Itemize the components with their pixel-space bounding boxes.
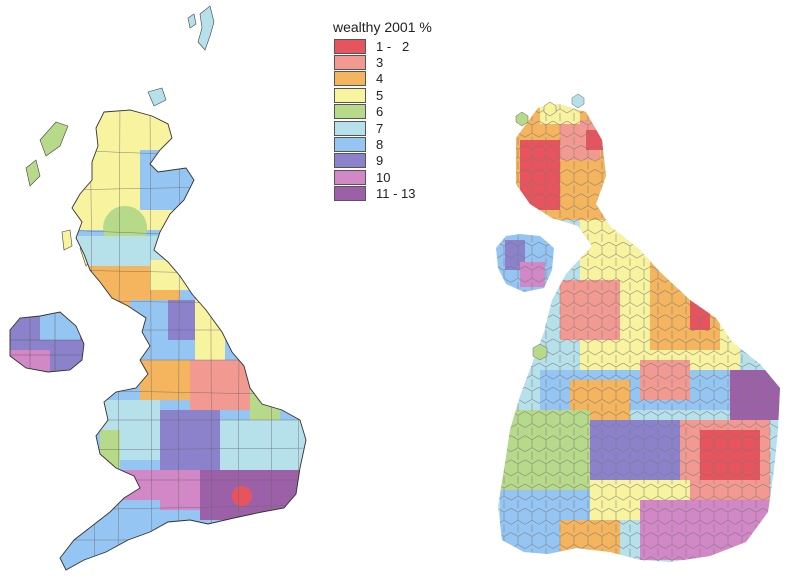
legend-item: 5 [333,87,493,103]
hexagon-cartogram [496,93,780,562]
northern-ireland [10,312,84,372]
legend-label: 4 [376,71,384,87]
legend-item: 10 [333,169,493,185]
legend-item: 1 - 2 [333,38,493,54]
island-group [25,5,215,267]
legend-label: 9 [376,153,384,169]
legend-label: 7 [376,120,384,136]
legend-swatch [334,38,366,54]
outlying-hexes [515,93,585,361]
hex-northern-ireland [496,234,554,292]
legend-item: 4 [333,71,493,87]
legend-swatch [334,55,366,71]
legend-label: 8 [376,137,384,153]
legend-label: 1 - 2 [376,38,410,54]
legend-swatch [334,87,366,103]
legend-item: 9 [333,153,493,169]
legend-swatch [334,153,366,169]
legend-label: 3 [376,55,384,71]
legend-label: 6 [376,104,384,120]
geographic-map [9,5,307,571]
legend-swatch [334,186,366,202]
legend-item: 6 [333,104,493,120]
legend-item: 3 [333,54,493,71]
legend-swatch [334,71,366,87]
legend-swatch [334,120,366,136]
legend-label: 11 - 13 [376,186,416,202]
legend-title: wealthy 2001 % [333,19,432,35]
legend-label: 5 [376,87,384,103]
legend-swatch [334,169,366,185]
hex-great-britain [498,104,780,562]
legend-item: 8 [333,136,493,153]
legend: wealthy 2001 % 1 - 2 3 4 5 6 7 8 9 10 11 - 13 [333,18,493,202]
great-britain-mainland [60,110,306,570]
legend-swatch [334,137,366,153]
legend-swatch [334,104,366,120]
legend-list: 1 - 2 3 4 5 6 7 8 9 10 11 - 13 [333,38,493,202]
legend-item: 11 - 13 [333,186,493,202]
legend-item: 7 [333,120,493,136]
legend-label: 10 [376,169,391,185]
